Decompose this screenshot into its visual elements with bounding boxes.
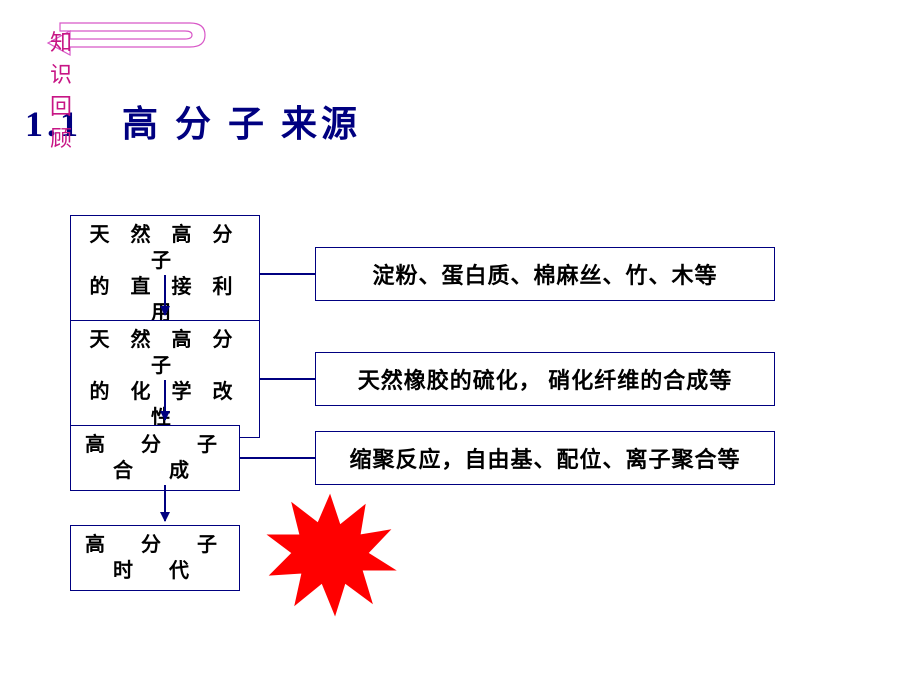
- flow-row-4: 高 分 子 时 代: [70, 525, 240, 591]
- starburst-icon: [260, 485, 400, 625]
- arrow-down-1: [164, 275, 166, 315]
- connector-h-2: [260, 378, 315, 380]
- stage-3-line2: 合 成: [113, 458, 197, 484]
- page-title: 1.1 高 分 子 来源: [25, 95, 361, 147]
- example-3-text: 缩聚反应，自由基、配位、离子聚合等: [349, 442, 740, 474]
- stage-box-3: 高 分 子 合 成: [70, 425, 240, 491]
- example-box-3: 缩聚反应，自由基、配位、离子聚合等: [315, 431, 775, 485]
- stage-box-4: 高 分 子 时 代: [70, 525, 240, 591]
- connector-h-3: [240, 457, 315, 459]
- example-box-2: 天然橡胶的硫化， 硝化纤维的合成等: [315, 352, 775, 406]
- stage-4-line2: 时 代: [113, 558, 197, 584]
- connector-h-1: [260, 273, 315, 275]
- example-1-text: 淀粉、蛋白质、棉麻丝、竹、木等: [372, 258, 717, 290]
- flow-row-1: 天 然 高 分 子 的 直 接 利 用 淀粉、蛋白质、棉麻丝、竹、木等: [70, 215, 775, 333]
- example-box-1: 淀粉、蛋白质、棉麻丝、竹、木等: [315, 247, 775, 301]
- flow-row-2: 天 然 高 分 子 的 化 学 改 性 天然橡胶的硫化， 硝化纤维的合成等: [70, 320, 775, 438]
- stage-3-line1: 高 分 子: [85, 432, 225, 458]
- stage-2-line1: 天 然 高 分 子: [81, 327, 249, 379]
- stage-4-line1: 高 分 子: [85, 532, 225, 558]
- arrow-down-2: [164, 380, 166, 420]
- flow-row-3: 高 分 子 合 成 缩聚反应，自由基、配位、离子聚合等: [70, 425, 775, 491]
- review-text: 知识回顾: [50, 25, 72, 153]
- example-2-text: 天然橡胶的硫化， 硝化纤维的合成等: [358, 363, 733, 395]
- arrow-down-3: [164, 485, 166, 521]
- stage-1-line1: 天 然 高 分 子: [81, 222, 249, 274]
